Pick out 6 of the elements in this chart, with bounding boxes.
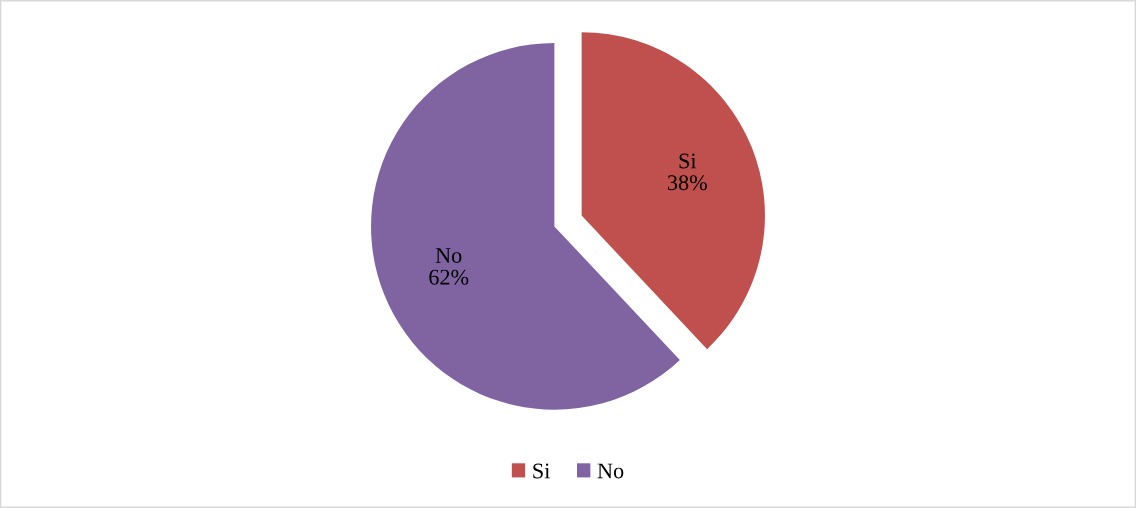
data-label: 38% [668,175,707,191]
slice-label: Si [679,153,697,169]
slice-label: No [435,248,462,263]
legend-label: No [597,463,624,479]
data-label: 62% [429,269,469,285]
legend-label: Si [533,463,550,479]
